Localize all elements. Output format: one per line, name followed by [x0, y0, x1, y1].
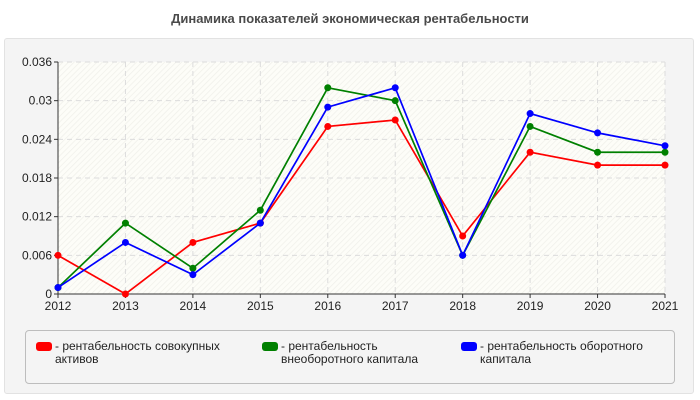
x-tick-label: 2021 — [652, 299, 679, 313]
data-point — [54, 251, 62, 259]
data-point — [459, 232, 467, 240]
legend-item-noncurrent-capital: - рентабельность внеоборотного капитала — [262, 340, 442, 366]
data-point — [391, 84, 399, 92]
data-point — [661, 161, 669, 169]
data-point — [594, 161, 602, 169]
y-tick-label: 0.018 — [22, 171, 52, 185]
series-line-1 — [57, 86, 665, 289]
legend-swatch — [461, 342, 477, 351]
data-point — [121, 238, 129, 246]
x-tick-label: 2016 — [314, 299, 341, 313]
data-point — [526, 148, 534, 156]
data-point — [189, 264, 197, 272]
data-point — [526, 122, 534, 130]
data-point — [189, 238, 197, 246]
data-point — [459, 251, 467, 259]
y-tick-label: 0.012 — [22, 210, 52, 224]
data-point — [324, 103, 332, 111]
x-tick-label: 2017 — [382, 299, 409, 313]
x-tick-label: 2012 — [45, 299, 72, 313]
legend-item-total-assets: - рентабельность совокупных активов — [36, 340, 246, 366]
x-tick-label: 2014 — [180, 299, 207, 313]
legend: - рентабельность совокупных активов - ре… — [25, 330, 675, 384]
data-point — [189, 271, 197, 279]
data-point — [324, 84, 332, 92]
series-line-0 — [57, 119, 665, 296]
y-tick-label: 0 — [45, 287, 52, 301]
data-point — [594, 129, 602, 137]
y-tick-label: 0.006 — [22, 248, 52, 262]
data-point — [324, 122, 332, 130]
data-point — [121, 219, 129, 227]
data-point — [256, 206, 264, 214]
data-point — [594, 148, 602, 156]
legend-label: - рентабельность оборотного капитала — [480, 339, 643, 366]
data-point — [661, 142, 669, 150]
legend-label: - рентабельность совокупных активов — [55, 339, 220, 366]
x-tick-label: 2019 — [517, 299, 544, 313]
y-tick-label: 0.024 — [22, 132, 52, 146]
x-tick-label: 2018 — [449, 299, 476, 313]
legend-swatch — [36, 342, 52, 351]
data-point — [54, 284, 62, 292]
legend-swatch — [262, 342, 278, 351]
data-point — [391, 97, 399, 105]
data-point — [661, 148, 669, 156]
legend-item-current-capital: - рентабельность оборотного капитала — [461, 340, 671, 366]
data-point — [121, 290, 129, 298]
x-tick-label: 2020 — [584, 299, 611, 313]
data-point — [391, 116, 399, 124]
data-point — [526, 110, 534, 118]
y-tick-label: 0.036 — [22, 55, 52, 69]
y-tick-label: 0.03 — [29, 94, 53, 108]
x-tick-label: 2015 — [247, 299, 274, 313]
legend-label: - рентабельность внеоборотного капитала — [281, 339, 418, 366]
series-line-2 — [57, 86, 666, 289]
x-tick-label: 2013 — [112, 299, 139, 313]
chart-title: Динамика показателей экономическая рента… — [171, 11, 529, 26]
data-point — [256, 219, 264, 227]
